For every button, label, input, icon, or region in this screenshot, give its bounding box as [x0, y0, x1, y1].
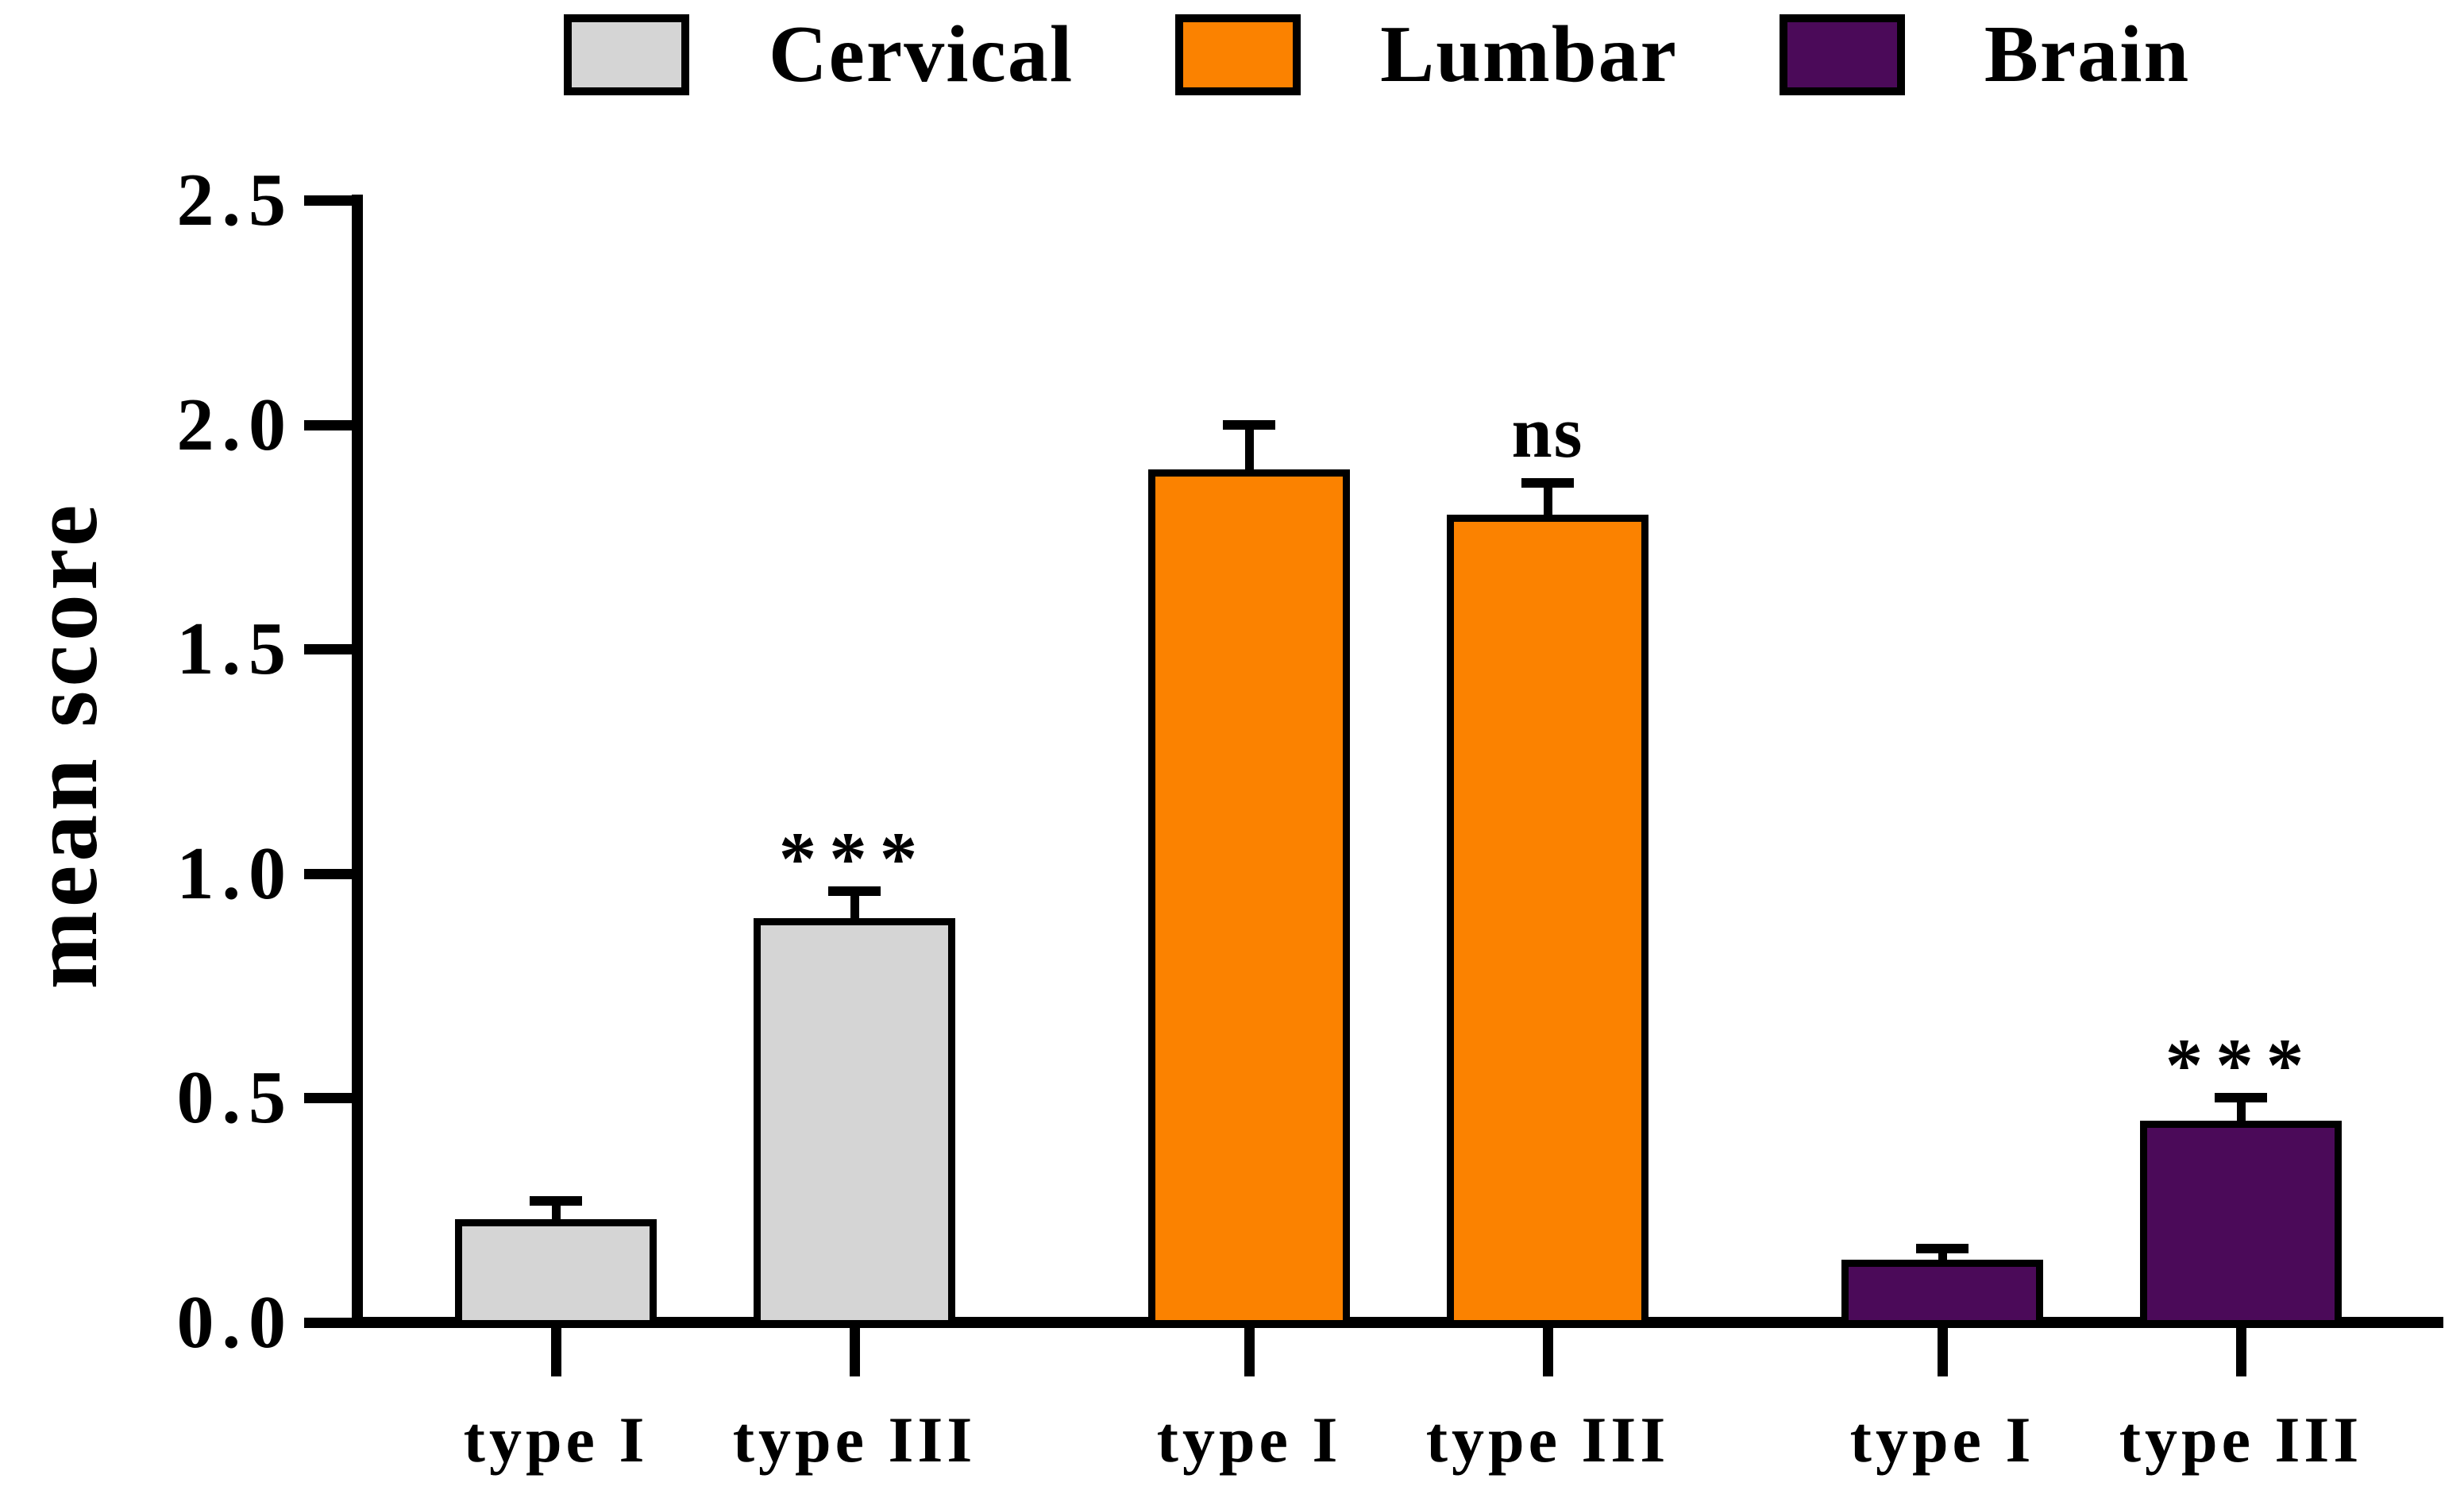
significance-annotation-lumbar-type-iii: ns [1511, 392, 1584, 473]
error-bar-cap-lumbar-type-i [1223, 419, 1275, 430]
error-bar-stem-lumbar-type-i [1245, 424, 1254, 470]
y-tick-1.0 [304, 868, 352, 879]
x-label-brain-type-iii: type III [2119, 1403, 2363, 1476]
error-bar-cap-brain-type-i [1916, 1243, 1969, 1253]
x-tick-brain-type-iii [2236, 1327, 2246, 1376]
legend-swatch-brain [1779, 14, 1905, 95]
x-label-lumbar-type-i: type I [1156, 1403, 1342, 1476]
bar-lumbar-type-i [1148, 469, 1350, 1327]
bar-lumbar-type-iii [1447, 514, 1648, 1327]
y-tick-label: 2.0 [176, 383, 294, 466]
legend-label: Lumbar [1380, 10, 1678, 99]
legend-item-lumbar: Lumbar [1175, 14, 1678, 95]
error-bar-cap-lumbar-type-iii [1521, 478, 1574, 488]
x-tick-lumbar-type-i [1244, 1327, 1255, 1376]
legend-item-brain: Brain [1779, 10, 2191, 99]
bar-cervical-type-iii [754, 918, 955, 1327]
y-axis-line [352, 195, 363, 1328]
y-tick-label: 1.0 [176, 832, 294, 915]
x-label-brain-type-i: type I [1849, 1403, 2035, 1476]
y-tick-2.0 [304, 419, 352, 430]
legend-swatch-lumbar [1175, 14, 1301, 95]
legend-label: Brain [1984, 10, 2191, 99]
significance-annotation-brain-type-iii: *** [2165, 1023, 2317, 1108]
x-axis-line [352, 1317, 2443, 1328]
y-tick-label: 2.5 [176, 159, 294, 241]
bar-brain-type-i [1841, 1259, 2043, 1327]
y-tick-label: 0.0 [176, 1281, 294, 1364]
x-tick-lumbar-type-iii [1543, 1327, 1553, 1376]
y-tick-label: 1.5 [176, 608, 294, 691]
bar-cervical-type-i [455, 1219, 657, 1327]
error-bar-stem-cervical-type-i [552, 1201, 561, 1219]
y-tick-0.5 [304, 1093, 352, 1104]
x-label-cervical-type-iii: type III [732, 1403, 977, 1476]
x-tick-brain-type-i [1938, 1327, 1948, 1376]
error-bar-stem-cervical-type-iii [850, 891, 859, 919]
y-tick-label: 0.5 [176, 1056, 294, 1140]
x-label-cervical-type-i: type I [463, 1403, 649, 1476]
bar-brain-type-iii [2140, 1120, 2342, 1327]
error-bar-cap-brain-type-iii [2215, 1093, 2267, 1103]
y-tick-0.0 [304, 1318, 352, 1328]
x-tick-cervical-type-iii [850, 1327, 860, 1376]
x-tick-cervical-type-i [551, 1327, 561, 1376]
y-axis-title: mean score [13, 500, 117, 990]
x-label-lumbar-type-iii: type III [1425, 1403, 1670, 1476]
significance-annotation-cervical-type-iii: *** [778, 816, 931, 901]
error-bar-cap-cervical-type-i [530, 1196, 582, 1206]
error-bar-cap-cervical-type-iii [828, 886, 881, 897]
y-tick-2.5 [304, 195, 352, 206]
legend-item-cervical: Cervical [564, 14, 1074, 95]
error-bar-stem-brain-type-i [1938, 1248, 1947, 1260]
legend-swatch-cervical [564, 14, 689, 95]
chart-legend: Cervical Lumbar Brain [564, 14, 2292, 95]
y-tick-1.5 [304, 644, 352, 655]
error-bar-stem-brain-type-iii [2237, 1098, 2246, 1121]
legend-label: Cervical [769, 10, 1074, 99]
error-bar-stem-lumbar-type-iii [1544, 483, 1552, 515]
